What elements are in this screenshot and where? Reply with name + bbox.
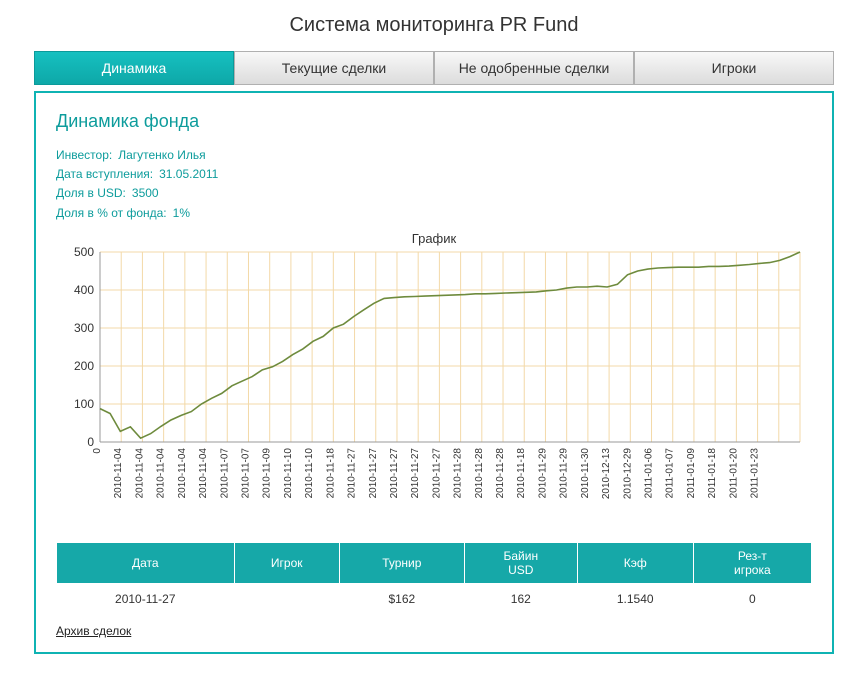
svg-text:2010-11-07: 2010-11-07 xyxy=(240,447,251,498)
tab-bar: ДинамикаТекущие сделкиНе одобренные сдел… xyxy=(34,51,834,85)
svg-text:0: 0 xyxy=(92,447,103,453)
info-label: Дата вступления: xyxy=(56,165,153,184)
svg-text:2010-11-10: 2010-11-10 xyxy=(283,447,294,498)
tab-1[interactable]: Текущие сделки xyxy=(234,51,434,85)
deals-table: ДатаИгрокТурнирБайинUSDКэфРез-тигрока 20… xyxy=(56,542,812,614)
svg-text:500: 500 xyxy=(74,246,94,259)
tab-3[interactable]: Игроки xyxy=(634,51,834,85)
page-title: Система мониторинга PR Fund xyxy=(0,0,868,51)
fund-chart: 0 100 200 300 400 500 0 2010-11-04 2010-11-04 201… xyxy=(58,246,810,536)
svg-text:0: 0 xyxy=(87,435,94,449)
info-label: Доля в % от фонда: xyxy=(56,204,167,223)
svg-text:2010-12-29: 2010-12-29 xyxy=(622,447,633,499)
investor-info: Инвестор:Лагутенко ИльяДата вступления:3… xyxy=(56,146,812,223)
svg-text:2010-11-04: 2010-11-04 xyxy=(198,447,209,498)
table-header: Кэф xyxy=(577,542,693,583)
info-value: 1% xyxy=(173,204,190,223)
svg-text:200: 200 xyxy=(74,359,94,373)
svg-text:2010-11-28: 2010-11-28 xyxy=(453,447,464,498)
svg-text:2010-11-29: 2010-11-29 xyxy=(559,447,570,498)
svg-text:2010-11-07: 2010-11-07 xyxy=(219,447,230,498)
svg-text:2010-11-30: 2010-11-30 xyxy=(580,447,591,498)
tab-0[interactable]: Динамика xyxy=(34,51,234,85)
svg-text:2011-01-18: 2011-01-18 xyxy=(707,447,718,498)
table-row: 2010-11-27 $1621621.15400 xyxy=(57,583,812,614)
info-row: Дата вступления: 31.05.2011 xyxy=(56,165,812,184)
info-value: 31.05.2011 xyxy=(159,165,218,184)
table-cell xyxy=(234,583,339,614)
svg-text:2010-11-10: 2010-11-10 xyxy=(304,447,315,498)
svg-text:2011-01-06: 2011-01-06 xyxy=(644,447,655,498)
svg-text:2010-12-13: 2010-12-13 xyxy=(601,447,612,499)
table-cell: 2010-11-27 xyxy=(57,583,235,614)
svg-text:2010-11-18: 2010-11-18 xyxy=(325,447,336,498)
info-value: 3500 xyxy=(132,184,159,203)
svg-text:2010-11-27: 2010-11-27 xyxy=(410,447,421,498)
svg-text:2010-11-28: 2010-11-28 xyxy=(495,447,506,498)
info-value: Лагутенко Илья xyxy=(118,146,205,165)
tab-2[interactable]: Не одобренные сделки xyxy=(434,51,634,85)
svg-text:100: 100 xyxy=(74,397,94,411)
table-cell: 162 xyxy=(464,583,577,614)
svg-text:2010-11-04: 2010-11-04 xyxy=(134,447,145,498)
svg-text:2010-11-28: 2010-11-28 xyxy=(474,447,485,498)
table-header: Турнир xyxy=(339,542,464,583)
svg-text:2010-11-29: 2010-11-29 xyxy=(537,447,548,498)
info-label: Инвестор: xyxy=(56,146,112,165)
svg-text:2011-01-09: 2011-01-09 xyxy=(686,447,697,498)
svg-text:2010-11-27: 2010-11-27 xyxy=(368,447,379,498)
info-row: Доля в % от фонда: 1% xyxy=(56,204,812,223)
svg-text:2010-11-09: 2010-11-09 xyxy=(262,447,273,498)
svg-text:2010-11-04: 2010-11-04 xyxy=(156,447,167,498)
table-header: Игрок xyxy=(234,542,339,583)
chart-title: График xyxy=(56,231,812,246)
svg-text:400: 400 xyxy=(74,283,94,297)
content-panel: Динамика фонда Инвестор:Лагутенко ИльяДа… xyxy=(34,91,834,654)
table-header: Дата xyxy=(57,542,235,583)
table-header: БайинUSD xyxy=(464,542,577,583)
info-row: Доля в USD: 3500 xyxy=(56,184,812,203)
archive-deals-link[interactable]: Архив сделок xyxy=(56,624,131,638)
svg-text:2010-11-27: 2010-11-27 xyxy=(431,447,442,498)
svg-text:2010-11-27: 2010-11-27 xyxy=(347,447,358,498)
table-cell: 0 xyxy=(693,583,811,614)
table-cell: 1.1540 xyxy=(577,583,693,614)
svg-text:2010-11-04: 2010-11-04 xyxy=(177,447,188,498)
table-cell: $162 xyxy=(339,583,464,614)
svg-text:2010-11-18: 2010-11-18 xyxy=(516,447,527,498)
table-header: Рез-тигрока xyxy=(693,542,811,583)
svg-text:300: 300 xyxy=(74,321,94,335)
svg-text:2011-01-20: 2011-01-20 xyxy=(728,447,739,498)
svg-text:2010-11-04: 2010-11-04 xyxy=(113,447,124,498)
panel-heading: Динамика фонда xyxy=(56,111,812,132)
svg-text:2010-11-27: 2010-11-27 xyxy=(389,447,400,498)
svg-text:2011-01-07: 2011-01-07 xyxy=(665,447,676,498)
svg-text:2011-01-23: 2011-01-23 xyxy=(750,447,761,498)
info-row: Инвестор: Лагутенко Илья xyxy=(56,146,812,165)
info-label: Доля в USD: xyxy=(56,184,126,203)
